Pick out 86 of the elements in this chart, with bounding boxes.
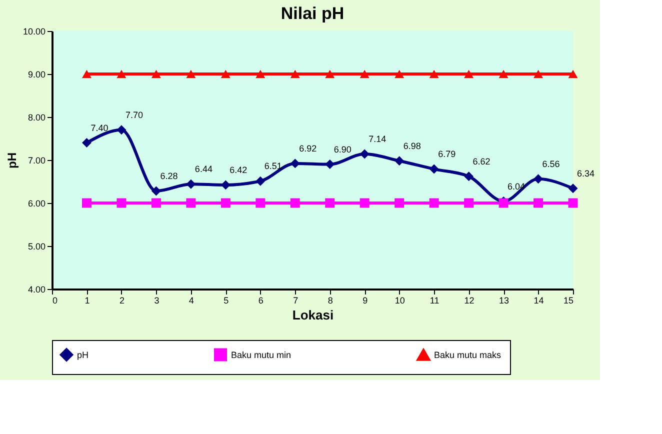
point: [464, 198, 474, 208]
x-tick-label: 7: [293, 296, 298, 306]
x-tick-label: 15: [563, 296, 574, 306]
y-tick-label: 7.00: [28, 156, 46, 166]
point: [568, 198, 578, 208]
point: [534, 174, 544, 184]
point: [325, 198, 335, 208]
point: [256, 70, 266, 78]
point: [394, 156, 404, 166]
point: [360, 198, 370, 208]
point: [151, 186, 161, 196]
x-tick-label: 11: [430, 296, 440, 306]
point: [290, 70, 300, 78]
data-label: 6.56: [542, 158, 560, 169]
point: [256, 198, 266, 208]
legend-label: Baku mutu maks: [434, 350, 502, 360]
point: [568, 70, 578, 78]
x-tick-label: 8: [328, 296, 333, 306]
point: [534, 70, 544, 78]
y-tick-label: 8.00: [28, 112, 46, 122]
x-tick-label: 4: [188, 296, 194, 306]
point: [116, 70, 126, 78]
data-label: 6.90: [334, 144, 352, 154]
point: [82, 138, 92, 148]
y-tick-label: 6.00: [28, 198, 46, 208]
data-label: 6.34: [577, 168, 595, 178]
point: [568, 184, 578, 194]
point: [220, 198, 230, 208]
data-label: 6.44: [194, 164, 212, 174]
data-label: 7.14: [368, 134, 386, 144]
data-label: 7.40: [90, 122, 108, 133]
point: [220, 180, 230, 190]
data-label: 6.42: [230, 164, 248, 175]
point: [186, 198, 196, 208]
point: [220, 70, 230, 78]
point: [429, 70, 439, 78]
point: [429, 164, 439, 174]
data-label: 6.98: [403, 140, 421, 151]
data-label: 6.92: [299, 143, 317, 154]
x-tick-label: 12: [464, 296, 474, 306]
point: [186, 70, 196, 78]
point: [360, 149, 370, 159]
point: [82, 70, 92, 78]
chart-title: Nilai pH: [280, 4, 344, 23]
point: [186, 179, 196, 189]
point: [498, 70, 508, 78]
x-tick-label: 1: [84, 296, 90, 306]
x-tick-label: 14: [534, 296, 544, 306]
legend-label: pH: [77, 350, 89, 360]
legend-label: Baku mutu min: [231, 350, 292, 360]
x-tick-label: 2: [119, 296, 124, 306]
point: [116, 198, 126, 208]
point: [256, 176, 266, 186]
point: [325, 70, 335, 78]
x-tick-label: 10: [394, 296, 405, 306]
point: [360, 70, 370, 78]
x-tick-label: 5: [224, 296, 229, 306]
x-tick-label: 13: [499, 296, 510, 306]
point: [464, 172, 474, 182]
point: [290, 158, 300, 168]
data-label: 6.28: [160, 170, 178, 181]
point: [394, 198, 404, 208]
x-axis-title: Lokasi: [292, 308, 334, 322]
point: [429, 198, 439, 208]
x-tick-label: 0: [52, 296, 58, 306]
x-tick-label: 9: [362, 296, 368, 306]
point: [534, 198, 544, 208]
y-tick-label: 9.00: [28, 70, 46, 80]
data-label: 6.79: [438, 149, 456, 160]
point: [116, 125, 126, 135]
x-tick-label: 6: [258, 296, 264, 306]
y-axis-title: pH: [4, 152, 19, 168]
point: [151, 70, 161, 78]
y-tick-label: 4.00: [28, 284, 46, 294]
point: [82, 198, 92, 208]
point: [394, 70, 404, 78]
data-label: 6.62: [472, 156, 490, 166]
x-tick-label: 3: [154, 296, 160, 306]
data-label: 6.51: [264, 161, 282, 172]
point: [464, 70, 474, 78]
data-label: 7.70: [125, 110, 143, 120]
y-tick-label: 10.00: [22, 26, 46, 36]
point: [151, 198, 161, 208]
y-tick-label: 5.00: [28, 242, 46, 252]
point: [325, 160, 335, 170]
point: [290, 198, 300, 208]
